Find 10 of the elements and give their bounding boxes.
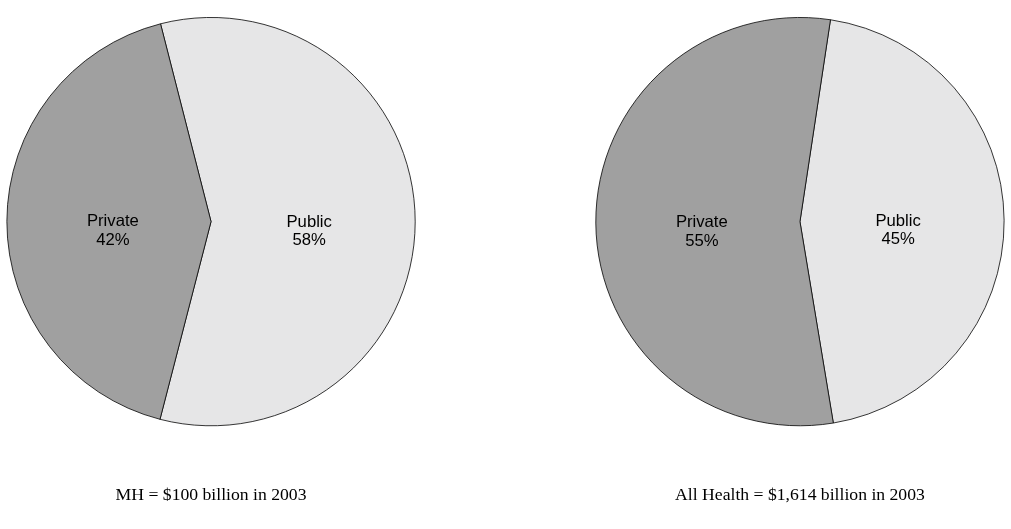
data-label: 45% <box>881 229 915 249</box>
text: MH = $100 billion in 2003 <box>115 484 307 505</box>
data-label: 42% <box>96 230 130 250</box>
data-label: 58% <box>292 230 327 250</box>
slice-label: Private <box>675 212 728 232</box>
slice-label: Public <box>286 211 332 231</box>
text: All Health = $1,614 billion in 2003 <box>675 484 926 505</box>
slice-label: Public <box>875 210 921 230</box>
slice-label: Private <box>86 211 139 231</box>
data-label: 55% <box>685 230 719 250</box>
